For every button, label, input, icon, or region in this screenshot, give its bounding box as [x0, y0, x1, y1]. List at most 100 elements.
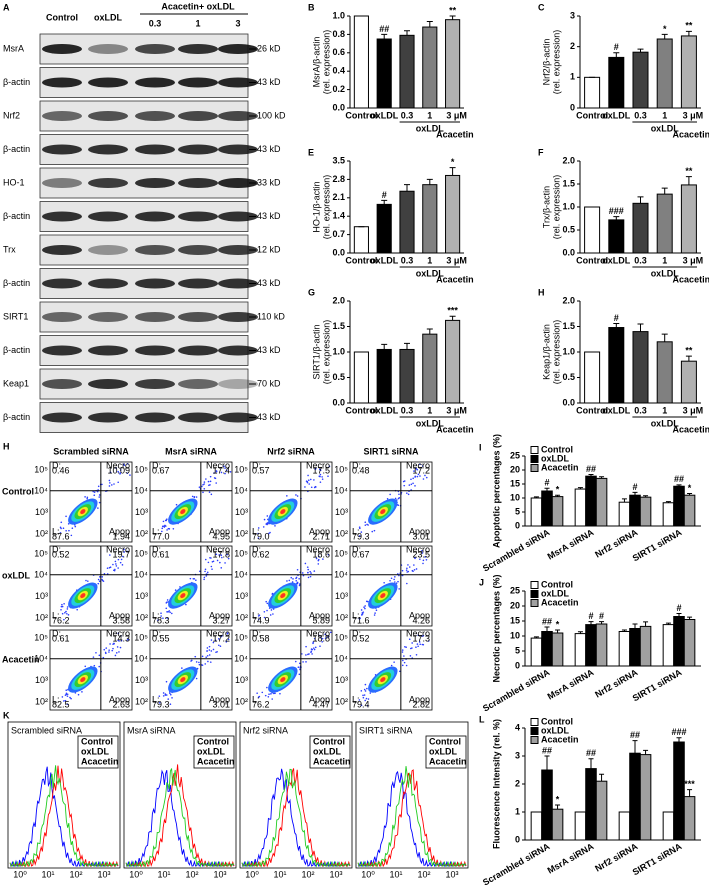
size-label: 100 kD [257, 110, 286, 120]
flow-dot [208, 645, 211, 648]
axis-tick-label: 10⁴ [134, 486, 148, 496]
flow-dot [157, 619, 159, 622]
flow-dot [419, 643, 422, 646]
bar [584, 351, 601, 404]
bar [618, 811, 631, 841]
axis-tick-label: 10⁴ [234, 654, 248, 664]
flow-dot [219, 561, 221, 564]
quadrant-value: 14.3 [112, 633, 130, 643]
flow-dot [419, 558, 421, 560]
histogram-curve [357, 769, 467, 868]
quadrant-value: 1.94 [112, 531, 130, 541]
flow-dot [195, 496, 198, 498]
flow-dot [396, 573, 399, 575]
quadrant-label: Apop [309, 610, 330, 620]
flow-dot [59, 526, 62, 529]
flow-dot [212, 560, 215, 563]
histogram-title: Nrf2 siRNA [243, 725, 288, 735]
flow-dot [362, 696, 365, 699]
axis-tick-label: 10⁵ [34, 464, 48, 474]
axis-tick-label: 10² [35, 696, 48, 706]
flow-dot [98, 496, 101, 498]
y-tick-label: 0.5 [332, 372, 345, 382]
flow-dot [209, 661, 212, 663]
flow-dot [66, 612, 68, 615]
x-tick-label: 1 [427, 110, 432, 120]
error-bar [661, 187, 668, 195]
flow-dot [165, 607, 168, 610]
y-tick-label: 0 [515, 660, 520, 670]
flow-dot [117, 481, 119, 484]
quadrant-value: 17.4 [212, 465, 230, 475]
legend-swatch [530, 590, 539, 598]
legend-label: Acacetin [541, 462, 579, 472]
y-tick-label: 1.0 [332, 346, 345, 356]
bar [376, 203, 392, 254]
flow-dot [210, 565, 213, 568]
flow-dot [307, 474, 309, 477]
flow-dot [307, 568, 310, 571]
density-blob [180, 593, 186, 599]
legend-label: Control [313, 736, 345, 746]
blot-band [135, 345, 175, 356]
density-blob [180, 677, 186, 683]
bar [680, 35, 697, 109]
quadrant-label: D: [152, 460, 161, 470]
significance-label: ** [685, 21, 693, 31]
quadrant-value: 87.6 [52, 531, 70, 541]
y-tick-label: 1 [515, 806, 520, 816]
axis-tick-label: 10³ [335, 675, 348, 685]
dose-label: 3 [235, 18, 240, 28]
bar [399, 34, 415, 109]
blot-band [42, 211, 82, 222]
flow-dot [365, 697, 368, 700]
bar [639, 625, 652, 667]
axis-tick-label: 10⁵ [334, 632, 348, 642]
flow-dot [360, 704, 363, 707]
flow-dot [405, 569, 408, 571]
flow-dot [67, 523, 70, 525]
flow-dot [109, 471, 112, 474]
quadrant-label: Apop [209, 694, 230, 704]
flow-dot [364, 607, 366, 610]
error-bar [588, 621, 594, 625]
size-label: 43 kD [257, 77, 281, 87]
error-bar [449, 167, 456, 176]
quadrant-label: D: [252, 628, 261, 638]
y-axis-label: MsrA/β-actin [311, 37, 321, 88]
legend-label: oxLDL [429, 746, 458, 756]
flow-dot [198, 661, 200, 664]
flow-dot [110, 484, 113, 486]
flow-dot [314, 646, 317, 649]
flow-dot [411, 647, 413, 649]
axis-tick-label: 10⁵ [134, 632, 148, 642]
axis-tick-label: 10² [335, 696, 348, 706]
y-axis-label: (rel. expression) [321, 175, 331, 240]
axis-tick-label: 10² [185, 869, 198, 879]
flow-dot [70, 534, 73, 537]
histogram-curve [125, 764, 235, 867]
flow-dot [216, 559, 219, 562]
flow-dot [162, 520, 165, 523]
size-label: 33 kD [257, 177, 281, 187]
significance-label: # [588, 611, 593, 621]
flow-dot [126, 550, 129, 553]
flow-dot [296, 582, 298, 585]
flow-dot [210, 493, 213, 496]
flow-dot [120, 639, 123, 642]
y-axis-label: Trx/β-actin [541, 186, 551, 228]
x-tick-label: 3 μM [446, 255, 467, 265]
flow-dot [315, 486, 317, 488]
quadrant-value: 17.8 [212, 549, 230, 559]
error-bar [555, 804, 561, 810]
lane-label: oxLDL [94, 12, 123, 22]
flow-dot [108, 479, 111, 482]
flow-dot [424, 556, 426, 558]
error-bar [665, 622, 671, 625]
flow-dot [109, 643, 111, 645]
flow-dot [360, 531, 363, 533]
lane-label: Control [46, 12, 78, 22]
flow-dot [319, 481, 322, 483]
flow-dot [397, 580, 399, 583]
bar [629, 752, 641, 841]
